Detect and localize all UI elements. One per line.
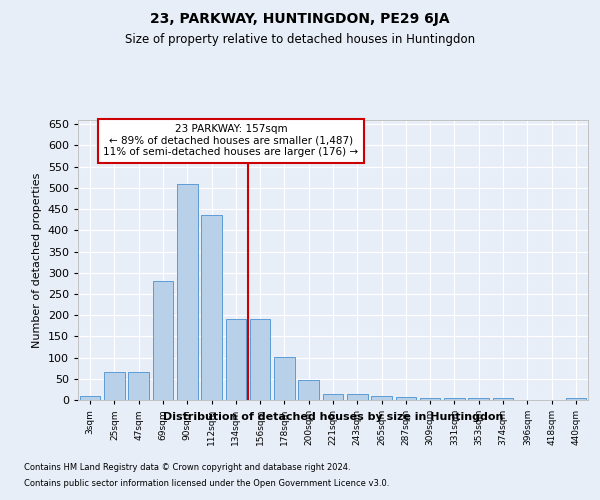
Bar xyxy=(371,396,392,400)
Text: Size of property relative to detached houses in Huntingdon: Size of property relative to detached ho… xyxy=(125,32,475,46)
Bar xyxy=(347,394,368,400)
Bar xyxy=(298,380,319,400)
Text: Contains HM Land Registry data © Crown copyright and database right 2024.: Contains HM Land Registry data © Crown c… xyxy=(24,464,350,472)
Bar xyxy=(177,184,197,400)
Text: 23 PARKWAY: 157sqm
← 89% of detached houses are smaller (1,487)
11% of semi-deta: 23 PARKWAY: 157sqm ← 89% of detached hou… xyxy=(103,124,359,158)
Bar xyxy=(201,216,222,400)
Bar xyxy=(104,372,125,400)
Bar xyxy=(395,396,416,400)
Bar xyxy=(493,398,514,400)
Bar xyxy=(226,318,246,400)
Bar xyxy=(566,398,586,400)
Bar xyxy=(323,394,343,400)
Bar xyxy=(80,396,100,400)
Bar xyxy=(420,398,440,400)
Bar xyxy=(469,398,489,400)
Text: Distribution of detached houses by size in Huntingdon: Distribution of detached houses by size … xyxy=(163,412,503,422)
Text: 23, PARKWAY, HUNTINGDON, PE29 6JA: 23, PARKWAY, HUNTINGDON, PE29 6JA xyxy=(150,12,450,26)
Bar xyxy=(152,281,173,400)
Y-axis label: Number of detached properties: Number of detached properties xyxy=(32,172,42,348)
Bar xyxy=(444,398,465,400)
Bar xyxy=(250,318,271,400)
Bar xyxy=(274,356,295,400)
Text: Contains public sector information licensed under the Open Government Licence v3: Contains public sector information licen… xyxy=(24,478,389,488)
Bar xyxy=(128,372,149,400)
